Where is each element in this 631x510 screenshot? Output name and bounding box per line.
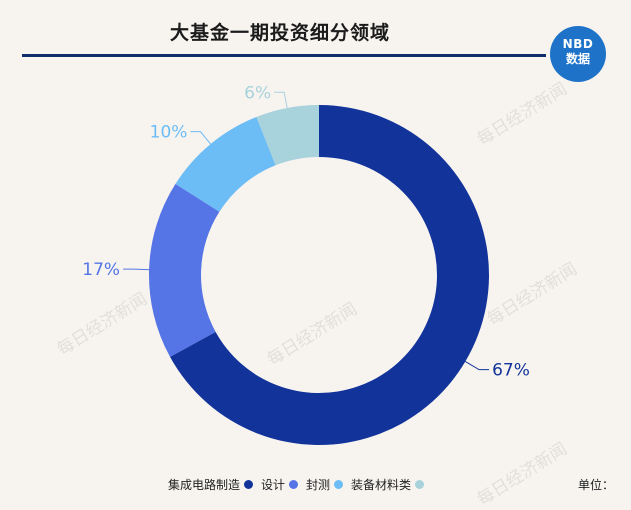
nbd-logo: NBD 数据 <box>550 26 606 82</box>
chart-title: 大基金一期投资细分领域 <box>169 22 390 44</box>
leader-line-2 <box>123 268 156 271</box>
donut-slice-3 <box>175 116 276 212</box>
leader-line-1 <box>459 358 490 371</box>
legend-label: 装备材料类 <box>351 478 412 492</box>
legend-item-3: 封测 <box>306 476 344 493</box>
legend-swatch <box>244 480 254 489</box>
leader-line-3 <box>190 131 215 149</box>
legend-label: 集成电路制造 <box>168 478 241 492</box>
legend-label: 设计 <box>261 478 286 492</box>
logo-text-top: NBD <box>562 37 594 51</box>
legend-swatch <box>334 480 344 489</box>
donut-slice-2 <box>148 183 220 357</box>
chart-legend: 集成电路制造 设计 封测 装备材料类 <box>168 476 432 493</box>
legend-item-1: 集成电路制造 <box>168 476 254 493</box>
logo-text-bottom: 数据 <box>565 52 590 66</box>
data-label-4: 6% <box>244 83 271 103</box>
legend-label: 封测 <box>306 478 331 492</box>
leader-line-4 <box>274 91 289 114</box>
legend-item-4: 装备材料类 <box>351 476 425 493</box>
data-label-1: 67% <box>492 361 530 381</box>
legend-swatch <box>289 480 299 489</box>
data-label-2: 17% <box>82 260 120 280</box>
legend-item-2: 设计 <box>261 476 299 493</box>
title-divider <box>22 54 546 57</box>
data-label-3: 10% <box>150 123 188 143</box>
unit-label: 单位： <box>578 478 615 492</box>
legend-swatch <box>415 480 425 489</box>
donut-slice-4 <box>256 105 319 166</box>
donut-slice-1 <box>170 105 489 445</box>
